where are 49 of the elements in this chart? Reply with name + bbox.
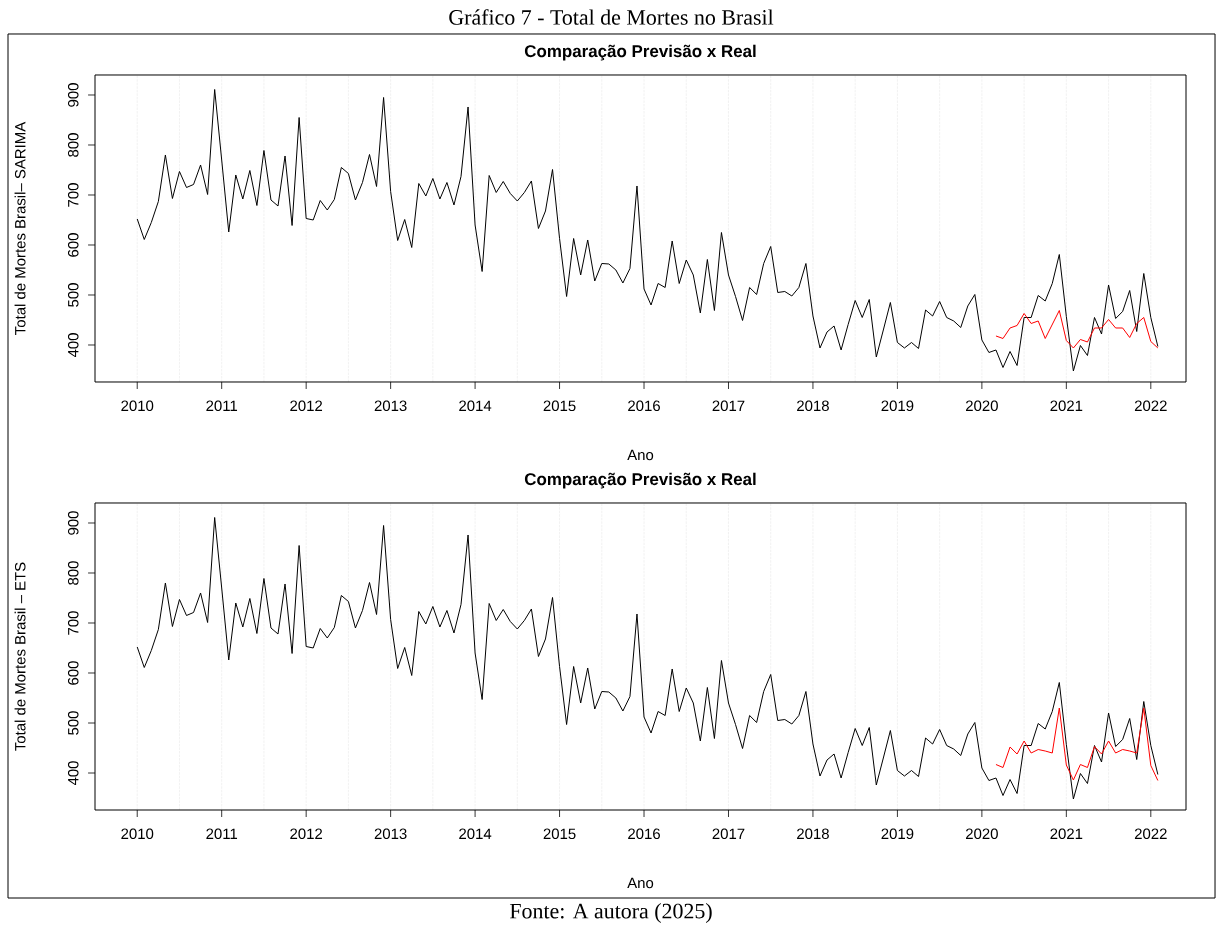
x-tick-label: 2012 (290, 400, 323, 412)
line-series (136, 517, 1159, 800)
y-tick-label: 600 (67, 233, 79, 257)
x-tick-label: 2013 (374, 828, 407, 840)
y-tick-label: 400 (67, 333, 79, 358)
y-tick-label: 500 (67, 283, 79, 307)
x-tick-label: 2022 (1134, 828, 1167, 840)
text: Gráfico 7 - Total de Mortes no Brasil (449, 9, 774, 25)
x-tick-label: 2020 (966, 400, 998, 412)
x-tick-label: 2020 (966, 828, 998, 840)
y-axis-title: Total de Mortes Brasil – ETS (14, 562, 26, 751)
y-axis-title: Total de Mortes Brasil– SARIMA (14, 121, 26, 335)
y-tick-label: 500 (67, 711, 79, 735)
y-tick-label: 700 (67, 183, 79, 207)
x-axis-title: Ano (627, 877, 654, 889)
x-axis-title: Ano (627, 449, 654, 461)
x-tick-label: 2021 (1050, 828, 1083, 840)
y-tick-label: 800 (67, 561, 79, 585)
line-series (136, 88, 1159, 372)
x-tick-label: 2019 (881, 828, 914, 840)
x-tick-label: 2016 (628, 828, 660, 840)
x-tick-label: 2013 (374, 400, 407, 412)
line-series (995, 707, 1159, 781)
x-tick-label: 2010 (121, 828, 154, 840)
x-tick-label: 2015 (543, 828, 576, 840)
x-tick-label: 2019 (881, 400, 914, 412)
x-tick-label: 2015 (543, 400, 576, 412)
x-tick-label: 2016 (628, 400, 660, 412)
y-tick-label: 900 (67, 83, 79, 107)
y-tick-label: 700 (67, 611, 79, 635)
x-tick-label: 2011 (206, 400, 238, 412)
chart-title: Comparação Previsão x Real (524, 472, 756, 489)
y-tick-label: 600 (67, 661, 79, 685)
x-tick-label: 2018 (797, 400, 829, 412)
source-note: Fonte: A autora (2025) (509, 903, 712, 923)
x-tick-label: 2017 (712, 828, 745, 840)
x-tick-label: 2014 (459, 400, 492, 412)
y-tick-label: 400 (67, 761, 79, 786)
x-tick-label: 2010 (121, 400, 154, 412)
x-tick-label: 2012 (290, 828, 323, 840)
y-tick-label: 800 (67, 133, 79, 157)
x-tick-label: 2018 (797, 828, 829, 840)
chart-title: Comparação Previsão x Real (524, 44, 756, 61)
x-tick-label: 2021 (1050, 400, 1083, 412)
x-tick-label: 2017 (712, 400, 745, 412)
x-tick-label: 2022 (1134, 400, 1167, 412)
y-tick-label: 900 (67, 511, 79, 535)
x-tick-label: 2011 (206, 828, 238, 840)
x-tick-label: 2014 (459, 828, 492, 840)
